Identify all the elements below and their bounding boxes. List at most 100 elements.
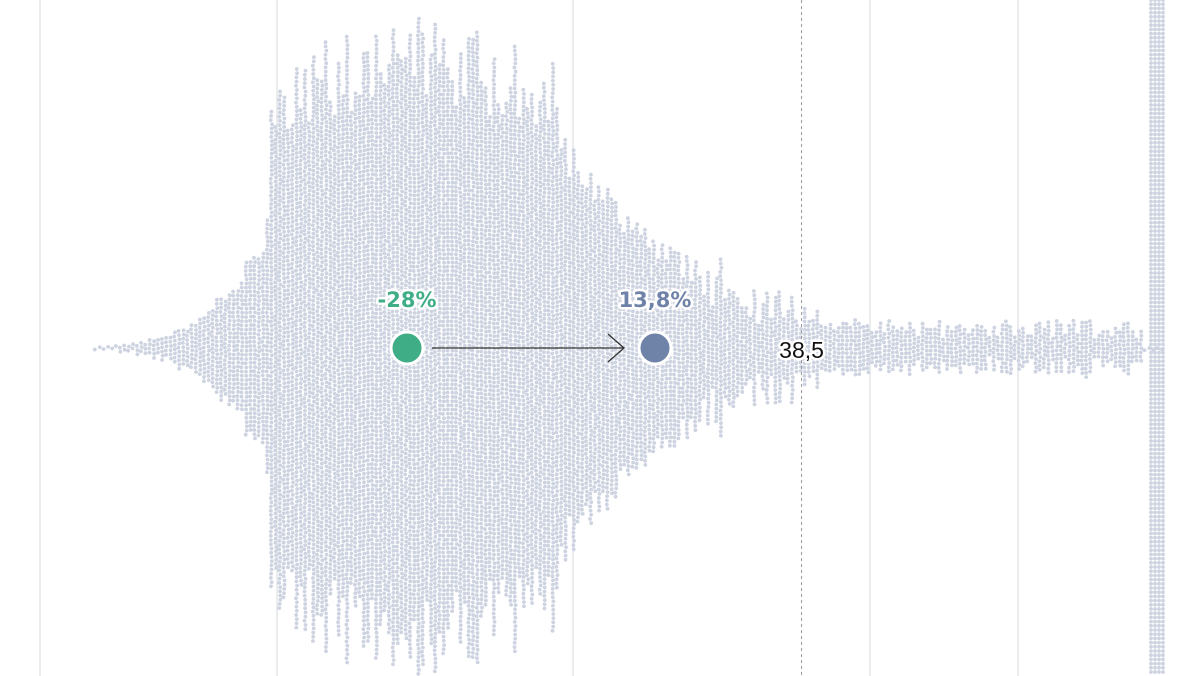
swarm-dot [408, 298, 412, 302]
swarm-dot [374, 303, 378, 308]
swarm-dot [391, 204, 395, 209]
swarm-dot [407, 256, 412, 260]
swarm-dot [307, 486, 311, 491]
swarm-dot [390, 301, 395, 305]
swarm-dot [369, 155, 374, 160]
swarm-dot [315, 141, 319, 146]
swarm-dot [345, 131, 350, 136]
swarm-dot [252, 360, 257, 365]
swarm-dot [218, 377, 223, 381]
swarm-dot [294, 453, 299, 458]
swarm-dot [214, 318, 219, 323]
swarm-dot [248, 339, 252, 344]
swarm-dot [307, 314, 312, 319]
swarm-dot [265, 466, 270, 470]
swarm-dot [299, 217, 304, 222]
swarm-dot [261, 386, 266, 390]
swarm-dot [386, 156, 391, 160]
swarm-dot [370, 453, 374, 458]
swarm-dot [269, 252, 273, 257]
swarm-dot [286, 351, 291, 355]
swarm-dot [391, 99, 396, 104]
swarm-dot [219, 326, 224, 331]
swarm-dot [311, 189, 316, 194]
swarm-dot [278, 492, 282, 497]
swarm-dot [408, 83, 413, 88]
swarm-dot [358, 518, 362, 523]
swarm-dot [378, 282, 382, 286]
swarm-dot [348, 467, 353, 472]
swarm-dot [399, 218, 404, 223]
swarm-dot [235, 398, 240, 403]
swarm-dot [403, 480, 408, 485]
swarm-dot [340, 443, 345, 447]
swarm-dot [357, 434, 361, 439]
swarm-dot [374, 425, 379, 429]
swarm-dot [302, 308, 307, 312]
swarm-dot [319, 209, 324, 214]
swarm-dot [395, 376, 400, 381]
swarm-dot [369, 344, 374, 349]
swarm-dot [353, 377, 357, 381]
swarm-dot [277, 131, 282, 136]
swarm-dot [390, 66, 395, 70]
swarm-dot [374, 51, 379, 56]
swarm-dot [357, 321, 362, 326]
swarm-dot [379, 538, 383, 543]
swarm-dot [274, 414, 278, 419]
swarm-dot [337, 502, 342, 507]
swarm-dot [185, 359, 190, 363]
swarm-dot [391, 444, 396, 448]
swarm-dot [248, 394, 253, 399]
swarm-dot [273, 322, 278, 327]
swarm-dot [374, 34, 378, 39]
swarm-dot [390, 74, 395, 79]
swarm-dot [399, 470, 404, 475]
swarm-dot [294, 533, 299, 538]
swarm-dot [378, 605, 383, 610]
swarm-dot [365, 156, 370, 160]
swarm-dot [274, 301, 278, 306]
swarm-dot [257, 299, 261, 303]
swarm-dot [311, 378, 316, 383]
swarm-dot [295, 222, 299, 227]
swarm-dot [294, 579, 299, 584]
swarm-dot [311, 84, 316, 89]
swarm-dot [336, 91, 341, 95]
swarm-dot [324, 447, 329, 452]
swarm-dot [403, 388, 408, 393]
swarm-dot [311, 433, 316, 438]
swarm-dot [219, 389, 224, 394]
swarm-dot [341, 367, 345, 372]
swarm-dot [391, 637, 396, 641]
swarm-dot [395, 540, 400, 545]
swarm-dot [323, 115, 328, 120]
swarm-dot [319, 474, 324, 479]
swarm-dot [408, 293, 412, 298]
swarm-dot [382, 175, 387, 180]
swarm-dot [361, 639, 366, 644]
swarm-dot [278, 450, 282, 455]
swarm-dot [366, 521, 371, 526]
swarm-dot [295, 348, 299, 353]
swarm-dot [328, 251, 333, 256]
swarm-dot [295, 407, 299, 412]
swarm-dot [358, 376, 362, 380]
swarm-dot [370, 252, 375, 256]
swarm-dot [244, 315, 249, 319]
swarm-dot [391, 326, 395, 331]
swarm-dot [408, 478, 413, 483]
swarm-dot [320, 260, 325, 264]
swarm-dot [323, 334, 328, 339]
swarm-dot [378, 395, 383, 400]
swarm-dot [219, 314, 224, 318]
swarm-dot [353, 91, 358, 96]
swarm-dot [269, 109, 274, 114]
swarm-dot [357, 308, 362, 313]
swarm-dot [408, 323, 412, 327]
swarm-dot [311, 72, 316, 76]
swarm-dot [361, 203, 366, 207]
swarm-dot [290, 350, 295, 354]
swarm-dot [315, 552, 319, 557]
swarm-dot [299, 385, 303, 390]
